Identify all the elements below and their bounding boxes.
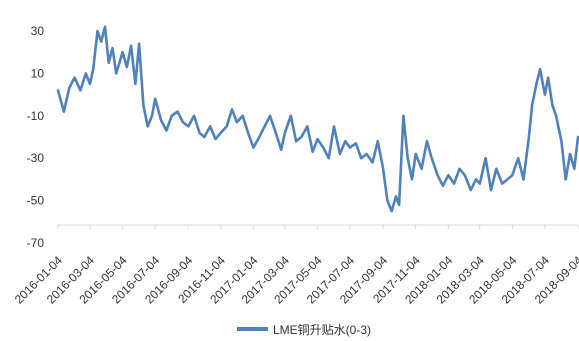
y-tick-label: -50 [27,194,45,208]
legend: LME铜升贴水(0-3) [237,322,371,337]
y-tick-label: -10 [27,109,45,123]
y-tick-label: -30 [27,151,45,165]
y-tick-label: 30 [31,24,45,38]
x-tick-labels: 2016-01-042016-03-042016-05-042016-07-04… [12,253,579,307]
y-tick-label: 10 [31,66,45,80]
series-line [56,25,579,213]
x-tick-marks [57,225,579,229]
y-tick-labels: 30 10 -10 -30 -50 -70 [27,24,45,250]
y-tick-label: -70 [27,236,45,250]
legend-label: LME铜升贴水(0-3) [273,322,371,337]
